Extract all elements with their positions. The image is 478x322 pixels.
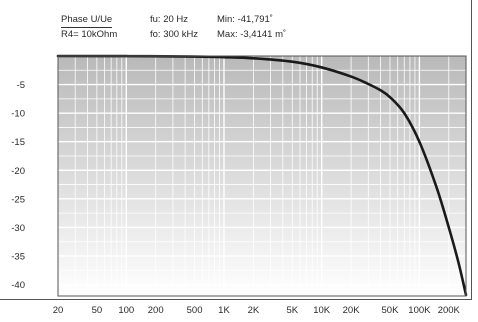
x-axis-tick-labels: 20 50 100 200 500 1K 2K 5K 10K 20K 50K 100K 200K: [53, 305, 461, 316]
y-tick-label: -25: [11, 194, 25, 205]
x-tick-label: 50K: [382, 305, 400, 316]
y-tick-label: -15: [11, 137, 25, 148]
plot-border: [57, 55, 467, 297]
header-lower-frequency: fu: 20 Hz: [150, 14, 189, 25]
plot-area: [58, 56, 466, 296]
y-tick-label: -40: [11, 280, 25, 291]
header-max-value: Max: -3,4141 m˚: [217, 29, 287, 40]
y-axis-tick-labels: -5 -10 -15 -20 -25 -30 -35 -40: [11, 80, 25, 291]
x-tick-label: 10K: [313, 305, 331, 316]
x-tick-label: 20: [53, 305, 64, 316]
y-tick-label: -35: [11, 252, 25, 263]
x-tick-label: 200: [148, 305, 164, 316]
header-min-value: Min: -41,791˚: [217, 14, 273, 25]
y-tick-label: -10: [11, 109, 25, 120]
grid-lines: [58, 56, 466, 296]
x-tick-label: 200K: [438, 305, 461, 316]
phase-series-line: [56, 54, 468, 297]
header-resistor: R4= 10kOhm: [61, 29, 118, 40]
x-tick-label: 500: [187, 305, 203, 316]
x-tick-label: 20K: [343, 305, 361, 316]
y-tick-label: -20: [11, 166, 25, 177]
header-title: Phase U/Ue: [61, 14, 113, 28]
x-tick-label: 50: [92, 305, 103, 316]
x-tick-label: 5K: [286, 305, 298, 316]
y-tick-label: -5: [17, 80, 25, 91]
x-tick-label: 100: [118, 305, 134, 316]
chart-frame: [0, 0, 472, 300]
x-tick-label: 2K: [248, 305, 260, 316]
header-upper-frequency: fo: 300 kHz: [150, 29, 199, 40]
y-tick-label: -30: [11, 223, 25, 234]
x-tick-label: 100K: [408, 305, 431, 316]
x-tick-label: 1K: [218, 305, 230, 316]
